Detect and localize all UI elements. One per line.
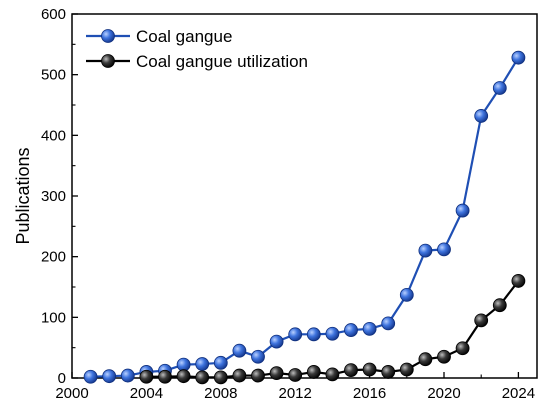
data-point [195, 357, 210, 371]
data-point [418, 243, 433, 258]
y-tick-label: 300 [41, 188, 66, 205]
data-point [269, 366, 284, 381]
data-point [176, 357, 191, 372]
data-point [344, 323, 358, 337]
data-point [232, 343, 247, 358]
data-point [158, 369, 172, 384]
series-coal-gangue-utilization [139, 274, 526, 385]
data-point [344, 363, 358, 378]
data-point [399, 362, 414, 377]
data-point [362, 362, 377, 377]
data-point [455, 341, 470, 356]
legend-marker [101, 29, 115, 43]
y-tick-label: 600 [41, 6, 66, 23]
data-point [251, 368, 265, 383]
data-point [511, 50, 526, 65]
x-tick-label: 2024 [502, 385, 535, 402]
series-layer [83, 50, 526, 385]
data-point [381, 365, 396, 379]
series-coal-gangue [83, 50, 526, 384]
data-point [511, 274, 526, 288]
series-line [90, 57, 520, 378]
x-tick-label: 2004 [130, 385, 163, 402]
data-point [437, 242, 451, 257]
data-point [306, 327, 321, 342]
data-point [83, 369, 98, 384]
y-tick-label: 200 [41, 249, 66, 266]
data-point [418, 352, 433, 367]
data-point [213, 355, 228, 370]
data-point [139, 369, 154, 384]
data-point [474, 109, 489, 123]
x-tick-label: 2020 [427, 385, 460, 402]
x-tick-label: 2008 [204, 385, 237, 402]
data-point [269, 334, 284, 349]
data-point [306, 365, 321, 379]
data-point [176, 369, 191, 384]
data-point [288, 368, 303, 382]
legend-item: Coal gangue [86, 27, 232, 46]
y-axis-title: Publications [13, 147, 33, 244]
data-point [492, 81, 507, 95]
data-point [102, 369, 117, 384]
data-point [474, 313, 489, 328]
legend: Coal gangue Coal gangue utilization [86, 27, 308, 71]
data-point [195, 370, 210, 385]
data-point [492, 298, 507, 313]
data-point [288, 327, 303, 342]
data-point [232, 368, 247, 383]
x-tick-label: 2012 [279, 385, 312, 402]
data-point [213, 370, 228, 385]
data-point [455, 203, 470, 218]
data-point [325, 326, 340, 341]
data-point [437, 349, 451, 364]
x-tick-label: 2016 [353, 385, 386, 402]
data-point [362, 321, 377, 336]
y-tick-label: 0 [58, 370, 66, 387]
data-point [120, 368, 135, 383]
legend-label: Coal gangue utilization [136, 52, 308, 71]
y-tick-label: 500 [41, 67, 66, 84]
data-point [381, 316, 396, 331]
y-tick-label: 400 [41, 127, 66, 144]
legend-marker [101, 54, 115, 68]
legend-label: Coal gangue [136, 27, 232, 46]
legend-item: Coal gangue utilization [86, 52, 308, 71]
data-point [399, 287, 414, 302]
data-point [325, 367, 340, 382]
y-tick-label: 100 [41, 309, 66, 326]
x-tick-label: 2000 [55, 385, 88, 402]
data-point [251, 349, 265, 364]
